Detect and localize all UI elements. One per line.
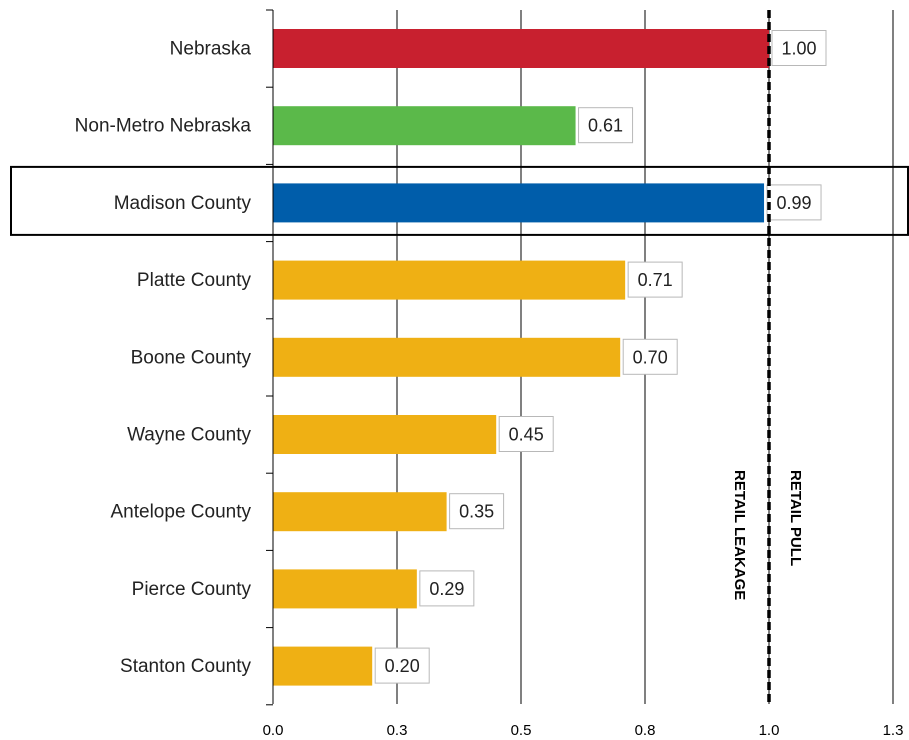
x-tick-label: 0.0 [263, 722, 284, 739]
value-label: 1.00 [781, 39, 816, 59]
value-label-box [766, 184, 822, 221]
value-label: 0.45 [509, 425, 544, 445]
x-tick-label: 0.8 [635, 722, 656, 739]
value-label-box [498, 416, 554, 452]
bar [273, 646, 373, 686]
value-label: 0.29 [429, 579, 464, 599]
value-label-box [771, 30, 827, 66]
bar [273, 569, 417, 609]
bar [273, 106, 576, 146]
bar [273, 29, 769, 68]
retail-pull-annotation: RETAIL PULL [787, 470, 804, 566]
retail-leakage-annotation: RETAIL LEAKAGE [731, 470, 748, 600]
category-label: Madison County [114, 193, 252, 214]
bar [273, 492, 447, 532]
category-label: Wayne County [127, 425, 251, 446]
x-tick-label: 0.3 [387, 722, 408, 739]
value-label: 0.71 [638, 270, 673, 290]
x-tick-label: 1.3 [883, 722, 904, 739]
category-label: Boone County [131, 347, 252, 368]
value-label: 0.61 [588, 116, 623, 136]
value-label: 0.99 [777, 193, 812, 213]
category-label: Antelope County [111, 502, 252, 523]
bars [273, 29, 769, 686]
category-label: Non-Metro Nebraska [75, 116, 252, 137]
category-labels: Nebraska Non-Metro Nebraska Madison County… [75, 39, 252, 678]
value-label: 0.70 [633, 347, 668, 367]
category-label: Stanton County [120, 656, 251, 677]
value-label-box [578, 107, 634, 144]
value-label-box [622, 338, 678, 375]
category-label: Platte County [137, 270, 252, 291]
category-label: Nebraska [170, 39, 252, 60]
value-label: 0.20 [385, 656, 420, 676]
x-tick-label: 0.5 [511, 722, 532, 739]
bar [273, 415, 497, 454]
axes [266, 9, 274, 706]
highlight-box [10, 165, 909, 236]
value-label-box [627, 261, 683, 298]
value-labels: 1.00 0.61 0.99 0.71 0.70 0.45 0.35 0.29 0.20 [374, 30, 827, 684]
bar [273, 183, 765, 223]
value-label: 0.35 [459, 502, 494, 522]
bar [273, 337, 621, 377]
value-label-box [374, 647, 430, 684]
x-tick-label: 1.0 [759, 722, 780, 739]
value-label-box [449, 493, 505, 530]
value-label-box [419, 570, 475, 607]
x-axis-ticks: 0.0 0.3 0.5 0.8 1.0 1.3 [263, 722, 904, 739]
bar [273, 260, 626, 300]
category-label: Pierce County [132, 579, 252, 600]
